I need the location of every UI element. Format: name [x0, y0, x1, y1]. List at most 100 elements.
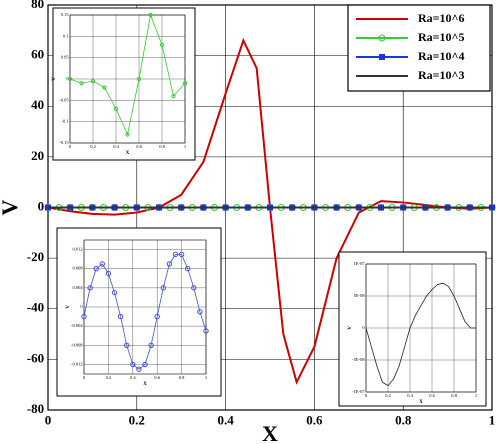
- x-tick-label: 1: [205, 375, 207, 380]
- marker: [197, 309, 203, 315]
- marker: [203, 328, 209, 334]
- marker: [185, 266, 191, 272]
- marker: [191, 285, 197, 291]
- marker: [160, 285, 167, 291]
- legend-label: Ra=10^6: [418, 11, 464, 25]
- x-tick-label: 0.8: [179, 375, 185, 380]
- x-tick-label: 0.6: [136, 144, 142, 149]
- y-tick-label: 20: [31, 148, 44, 163]
- x-axis-label: X: [262, 421, 278, 444]
- y-tick-label: 60: [31, 47, 44, 62]
- marker: [105, 270, 112, 277]
- x-axis-label: X: [419, 400, 423, 405]
- series-line: [69, 13, 186, 136]
- marker: [81, 313, 87, 320]
- x-tick-label: 0: [365, 393, 368, 398]
- y-tick-label: 0.012: [73, 247, 83, 252]
- marker: [136, 366, 142, 372]
- x-tick-label: 0.2: [129, 413, 145, 428]
- marker: [125, 132, 130, 137]
- marker: [166, 261, 173, 267]
- y-axis-label: V: [66, 305, 71, 309]
- marker: [90, 79, 96, 84]
- y-tick-label: -80: [27, 401, 44, 416]
- x-tick-label: 0: [69, 144, 72, 149]
- series-line: [83, 253, 207, 370]
- x-tick-label: 0.2: [90, 144, 96, 149]
- y-tick-label: -0.15: [59, 140, 69, 145]
- marker: [172, 251, 179, 258]
- x-tick-label: 0.8: [159, 144, 165, 149]
- y-axis-label: V: [348, 326, 353, 330]
- marker: [142, 361, 148, 368]
- x-tick-label: 1: [475, 393, 477, 398]
- marker: [171, 93, 176, 99]
- y-tick-label: -0.008: [71, 342, 83, 347]
- marker: [102, 85, 107, 90]
- y-tick-label: -5E-08: [352, 357, 365, 362]
- legend-marker: [379, 54, 385, 60]
- x-tick-label: 0.4: [407, 393, 413, 398]
- marker: [130, 361, 136, 368]
- y-tick-label: -0.012: [71, 361, 83, 366]
- y-tick-label: 0: [362, 325, 365, 330]
- y-tick-label: 80: [31, 0, 44, 11]
- plot-border: [83, 239, 207, 375]
- x-tick-label: 0.8: [451, 393, 457, 398]
- x-tick-label: 0.6: [429, 393, 435, 398]
- y-tick-label: 0.008: [73, 266, 84, 271]
- marker: [99, 261, 106, 267]
- y-tick-label: -0.05: [59, 97, 69, 102]
- y-tick-label: -0.004: [71, 323, 83, 328]
- legend-label: Ra=10^4: [418, 49, 464, 63]
- y-tick-label: 40: [31, 97, 44, 112]
- x-tick-label: 0: [45, 413, 52, 428]
- y-tick-label: 1E-07: [354, 261, 366, 266]
- y-axis-label: V: [0, 199, 22, 215]
- x-tick-label: 0.4: [113, 144, 119, 149]
- x-tick-label: 0.6: [154, 375, 160, 380]
- marker: [154, 313, 160, 320]
- y-tick-label: 0: [38, 198, 45, 213]
- legend-marker: [378, 34, 386, 42]
- y-tick-label: -20: [27, 249, 44, 264]
- marker: [113, 106, 119, 111]
- marker: [87, 285, 93, 291]
- x-axis-label: X: [126, 151, 130, 156]
- marker: [79, 81, 84, 86]
- y-tick-label: 0.05: [61, 55, 70, 60]
- x-tick-label: 0.8: [395, 413, 412, 428]
- legend-label: Ra=10^3: [418, 68, 464, 82]
- marker: [117, 313, 124, 320]
- x-tick-label: 0.2: [385, 393, 391, 398]
- x-tick-label: 0: [83, 375, 86, 380]
- marker: [136, 76, 142, 82]
- y-tick-label: 0.1: [63, 33, 69, 38]
- series-line: [365, 282, 476, 387]
- y-tick-label: 0.15: [61, 12, 70, 17]
- marker: [159, 42, 165, 47]
- y-tick-label: 5E-08: [354, 293, 366, 298]
- marker: [93, 266, 99, 272]
- y-tick-label: 0: [66, 76, 69, 81]
- y-tick-label: -0.1: [62, 119, 69, 124]
- y-axis-label: V: [52, 77, 57, 81]
- marker: [148, 342, 154, 348]
- x-tick-label: 0.6: [306, 413, 323, 428]
- x-tick-label: 1: [184, 144, 186, 149]
- marker: [182, 81, 188, 86]
- y-tick-label: 0: [80, 304, 83, 309]
- y-tick-label: -40: [27, 300, 44, 315]
- x-tick-label: 0.4: [130, 375, 136, 380]
- x-tick-label: 1: [489, 413, 496, 428]
- y-tick-label: -1E-07: [352, 389, 365, 394]
- x-tick-label: 0.2: [106, 375, 112, 380]
- marker: [124, 342, 130, 348]
- marker: [67, 76, 73, 82]
- x-axis-label: X: [143, 382, 147, 387]
- legend-label: Ra=10^5: [418, 30, 464, 44]
- y-tick-label: -60: [27, 350, 44, 365]
- marker: [178, 251, 185, 258]
